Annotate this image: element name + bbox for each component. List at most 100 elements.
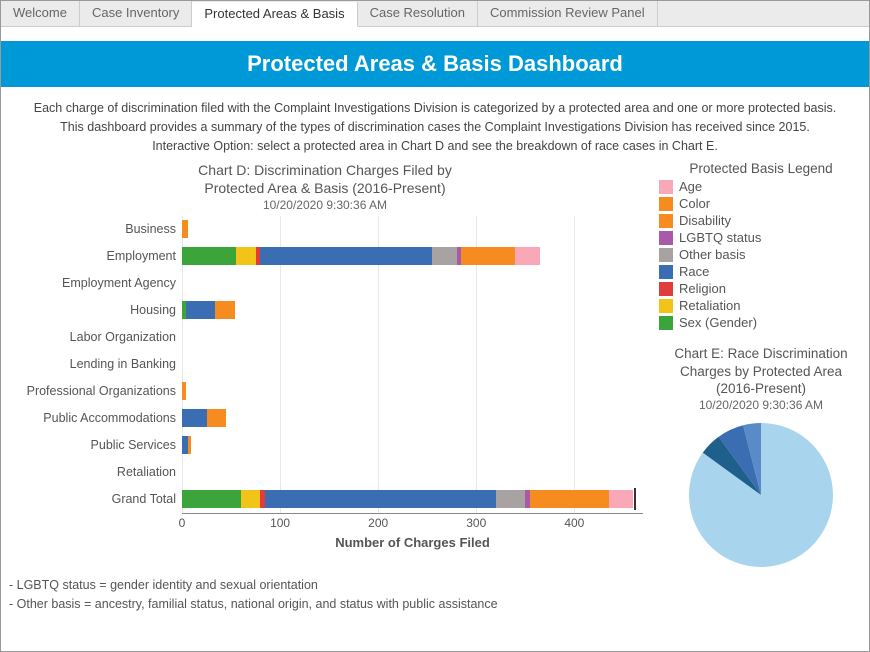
bar-segment[interactable] (609, 490, 634, 508)
bar-label: Employment (7, 249, 182, 263)
legend-label: Retaliation (679, 298, 740, 313)
legend-item[interactable]: Religion (659, 280, 863, 297)
bar-segment[interactable] (207, 409, 227, 427)
bar-segment[interactable] (241, 490, 261, 508)
grand-total-marker (634, 488, 636, 510)
bar-track (182, 436, 643, 454)
bar-track (182, 301, 643, 319)
legend-swatch (659, 282, 673, 296)
bar-label: Public Services (7, 438, 182, 452)
legend-label: Religion (679, 281, 726, 296)
tab-welcome[interactable]: Welcome (1, 1, 80, 26)
legend-label: LGBTQ status (679, 230, 761, 245)
bar-segment[interactable] (496, 490, 525, 508)
bar-label: Retaliation (7, 465, 182, 479)
bar-label: Professional Organizations (7, 384, 182, 398)
legend-swatch (659, 316, 673, 330)
legend-item[interactable]: Color (659, 195, 863, 212)
tab-protected-areas-basis[interactable]: Protected Areas & Basis (192, 2, 357, 27)
bar-segment[interactable] (182, 247, 236, 265)
bar-segment[interactable] (182, 490, 241, 508)
legend-item[interactable]: Disability (659, 212, 863, 229)
bar-row[interactable]: Labor Organization (7, 324, 643, 351)
bar-track (182, 355, 643, 373)
bar-segment[interactable] (182, 382, 186, 400)
bar-track (182, 463, 643, 481)
bar-row[interactable]: Housing (7, 297, 643, 324)
bar-segment[interactable] (182, 220, 188, 238)
axis-tick: 100 (270, 516, 290, 530)
bar-segment[interactable] (188, 436, 191, 454)
bar-row[interactable]: Business (7, 216, 643, 243)
chart-d-axis-label: Number of Charges Filed (182, 531, 643, 550)
legend-item[interactable]: Sex (Gender) (659, 314, 863, 331)
tab-case-inventory[interactable]: Case Inventory (80, 1, 192, 26)
legend-swatch (659, 265, 673, 279)
legend-label: Other basis (679, 247, 745, 262)
legend-swatch (659, 180, 673, 194)
footnote: - LGBTQ status = gender identity and sex… (9, 576, 861, 595)
tab-case-resolution[interactable]: Case Resolution (358, 1, 478, 26)
legend-label: Color (679, 196, 710, 211)
bar-segment[interactable] (530, 490, 608, 508)
legend-list: Age Color Disability LGBTQ status Other basi… (659, 178, 863, 331)
tab-bar: WelcomeCase InventoryProtected Areas & B… (1, 1, 869, 27)
chart-d-title: Chart D: Discrimination Charges Filed by… (7, 161, 643, 197)
chart-d-timestamp: 10/20/2020 9:30:36 AM (7, 198, 643, 212)
axis-tick: 0 (179, 516, 186, 530)
legend-item[interactable]: Race (659, 263, 863, 280)
axis-tick: 200 (368, 516, 388, 530)
bar-row[interactable]: Employment Agency (7, 270, 643, 297)
bar-row[interactable]: Lending in Banking (7, 351, 643, 378)
bar-row[interactable]: Retaliation (7, 459, 643, 486)
bar-segment[interactable] (265, 490, 496, 508)
intro-line: Interactive Option: select a protected a… (11, 137, 859, 156)
legend-swatch (659, 299, 673, 313)
legend-item[interactable]: Age (659, 178, 863, 195)
bar-segment[interactable] (432, 247, 457, 265)
bar-label: Housing (7, 303, 182, 317)
bar-segment[interactable] (260, 247, 432, 265)
bar-segment[interactable] (186, 301, 215, 319)
chart-d-bars: Business Employment Employment Agency Housi… (7, 216, 643, 513)
legend-item[interactable]: LGBTQ status (659, 229, 863, 246)
legend-swatch (659, 248, 673, 262)
tab-commission-review-panel[interactable]: Commission Review Panel (478, 1, 658, 26)
bar-segment[interactable] (215, 301, 235, 319)
legend-swatch (659, 214, 673, 228)
bar-track (182, 490, 643, 508)
legend-item[interactable]: Other basis (659, 246, 863, 263)
bar-track (182, 220, 643, 238)
legend-label: Sex (Gender) (679, 315, 757, 330)
bar-segment[interactable] (515, 247, 540, 265)
bar-row[interactable]: Employment (7, 243, 643, 270)
intro-text: Each charge of discrimination filed with… (1, 87, 869, 161)
bar-row[interactable]: Professional Organizations (7, 378, 643, 405)
bar-segment[interactable] (461, 247, 515, 265)
chart-e-pie[interactable] (659, 420, 863, 570)
bar-track (182, 382, 643, 400)
bar-row[interactable]: Public Services (7, 432, 643, 459)
axis-tick: 300 (466, 516, 486, 530)
chart-d: Chart D: Discrimination Charges Filed by… (7, 161, 653, 570)
bar-row[interactable]: Grand Total (7, 486, 643, 513)
bar-label: Business (7, 222, 182, 236)
chart-d-axis: 0100200300400 (182, 513, 643, 531)
legend-label: Disability (679, 213, 731, 228)
legend-label: Age (679, 179, 702, 194)
bar-track (182, 274, 643, 292)
bar-segment[interactable] (182, 409, 207, 427)
bar-row[interactable]: Public Accommodations (7, 405, 643, 432)
legend-swatch (659, 231, 673, 245)
chart-e-title: Chart E: Race Discrimination Charges by … (659, 345, 863, 398)
intro-line: This dashboard provides a summary of the… (11, 118, 859, 137)
chart-e-timestamp: 10/20/2020 9:30:36 AM (659, 398, 863, 412)
bar-track (182, 247, 643, 265)
bar-label: Grand Total (7, 492, 182, 506)
bar-label: Employment Agency (7, 276, 182, 290)
bar-segment[interactable] (236, 247, 256, 265)
legend-swatch (659, 197, 673, 211)
legend-item[interactable]: Retaliation (659, 297, 863, 314)
footnotes: - LGBTQ status = gender identity and sex… (1, 570, 869, 614)
intro-line: Each charge of discrimination filed with… (11, 99, 859, 118)
